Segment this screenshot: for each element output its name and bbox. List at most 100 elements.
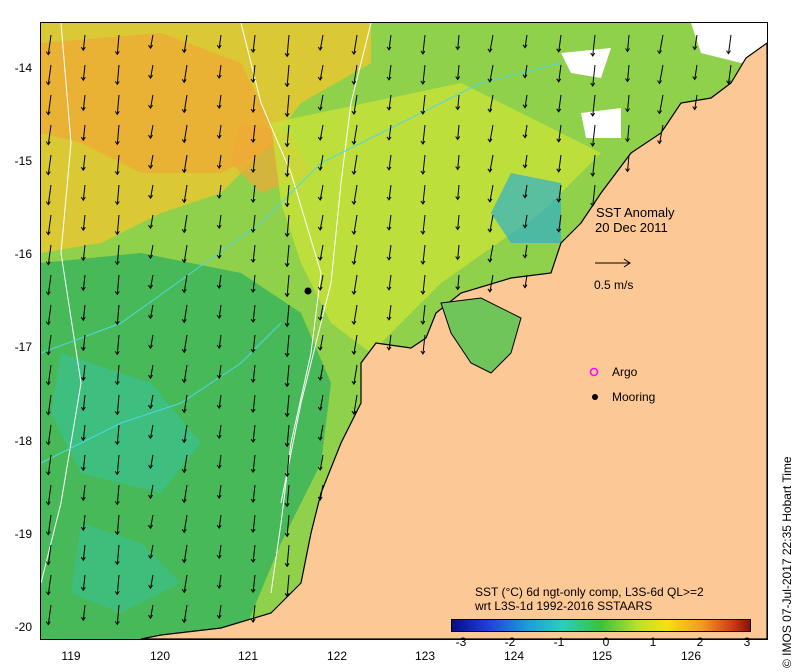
velocity-arrow xyxy=(353,124,358,145)
land-mass xyxy=(140,42,767,639)
velocity-arrowhead xyxy=(351,80,357,86)
velocity-arrowhead xyxy=(80,256,86,262)
velocity-arrowhead xyxy=(625,48,630,53)
bathymetry-contour xyxy=(41,23,82,584)
velocity-arrow xyxy=(218,154,222,169)
velocity-arrowhead xyxy=(148,614,153,620)
velocity-arrow xyxy=(252,304,256,323)
velocity-arrowhead xyxy=(181,439,187,444)
velocity-arrow xyxy=(558,34,562,52)
velocity-arrow xyxy=(150,484,154,499)
x-tick-label: 121 xyxy=(237,649,259,663)
velocity-arrow xyxy=(150,454,154,469)
velocity-arrowhead xyxy=(45,351,51,356)
velocity-arrowhead xyxy=(181,529,187,534)
y-tick-label: -14 xyxy=(14,61,32,75)
velocity-arrowhead xyxy=(487,258,493,263)
velocity-arrowhead xyxy=(250,138,256,144)
velocity-arrowhead xyxy=(250,78,256,84)
velocity-arrowhead xyxy=(590,52,596,57)
velocity-arrow xyxy=(319,304,324,321)
x-tick-label: 122 xyxy=(326,649,348,663)
velocity-arrowhead xyxy=(351,260,357,266)
velocity-arrowhead xyxy=(317,286,323,291)
velocity-arrow xyxy=(218,214,222,229)
velocity-arrowhead xyxy=(625,78,630,83)
velocity-arrowhead xyxy=(522,224,528,229)
velocity-arrowhead xyxy=(351,110,357,116)
velocity-arrow xyxy=(524,34,528,48)
velocity-arrow xyxy=(422,304,426,325)
velocity-arrowhead xyxy=(351,320,357,326)
velocity-arrow xyxy=(47,544,52,565)
velocity-arrow xyxy=(627,124,630,142)
velocity-arrowhead xyxy=(284,263,290,268)
velocity-arrowhead xyxy=(114,351,120,356)
velocity-arrow xyxy=(183,394,188,413)
velocity-arrowhead xyxy=(148,374,153,380)
velocity-arrow xyxy=(388,64,392,80)
velocity-arrow xyxy=(82,184,86,201)
velocity-arrow xyxy=(524,274,528,288)
velocity-arrowhead xyxy=(148,254,153,260)
velocity-arrow xyxy=(116,454,120,475)
velocity-arrowhead xyxy=(487,228,493,233)
sst-anomaly-map xyxy=(41,23,767,639)
velocity-arrowhead xyxy=(250,228,256,234)
velocity-arrow xyxy=(319,124,324,141)
velocity-arrowhead xyxy=(45,561,51,566)
velocity-arrowhead xyxy=(181,379,187,384)
velocity-arrowhead xyxy=(216,284,222,290)
velocity-arrow xyxy=(286,334,290,357)
velocity-arrowhead xyxy=(181,109,187,114)
velocity-arrowhead xyxy=(114,621,120,626)
velocity-arrowhead xyxy=(114,291,120,296)
colorbar xyxy=(451,619,751,632)
velocity-arrow xyxy=(150,124,154,139)
velocity-arrow xyxy=(82,514,86,531)
velocity-arrowhead xyxy=(181,589,187,594)
velocity-arrowhead xyxy=(45,471,51,476)
velocity-arrow xyxy=(252,514,256,533)
colorbar-tick: -3 xyxy=(455,635,467,649)
velocity-arrowhead xyxy=(590,112,596,117)
velocity-arrow xyxy=(183,334,188,353)
velocity-arrowhead xyxy=(148,284,153,290)
velocity-arrow xyxy=(47,424,52,445)
velocity-arrow xyxy=(183,184,188,203)
velocity-arrowhead xyxy=(80,196,86,202)
velocity-arrow xyxy=(286,154,290,177)
scale-arrow-icon xyxy=(595,258,631,268)
velocity-arrow xyxy=(353,184,358,205)
velocity-arrowhead xyxy=(692,106,698,111)
velocity-arrow xyxy=(47,304,52,325)
velocity-arrow xyxy=(694,94,698,110)
velocity-arrowhead xyxy=(420,230,426,235)
velocity-arrowhead xyxy=(487,48,493,53)
velocity-arrow xyxy=(286,364,290,387)
velocity-arrowhead xyxy=(181,499,187,504)
velocity-arrowhead xyxy=(250,108,256,114)
velocity-arrowhead xyxy=(45,321,51,326)
velocity-arrowhead xyxy=(455,256,461,261)
velocity-arrowhead xyxy=(386,166,392,171)
velocity-arrow xyxy=(82,124,86,141)
velocity-arrowhead xyxy=(284,413,290,418)
mooring-marker-icon xyxy=(592,394,598,400)
velocity-arrowhead xyxy=(351,380,357,386)
velocity-arrow xyxy=(319,214,324,231)
velocity-arrow xyxy=(353,154,358,175)
velocity-arrow xyxy=(82,94,86,111)
velocity-arrowhead xyxy=(80,406,86,412)
velocity-arrow xyxy=(82,274,86,291)
velocity-arrowhead xyxy=(317,166,323,171)
velocity-arrow xyxy=(116,64,120,85)
velocity-arrowhead xyxy=(317,496,323,501)
velocity-arrowhead xyxy=(45,171,51,176)
velocity-arrowhead xyxy=(590,142,596,147)
velocity-arrow xyxy=(388,34,392,50)
velocity-arrowhead xyxy=(590,172,596,177)
velocity-arrow xyxy=(116,514,120,535)
velocity-arrowhead xyxy=(250,48,256,54)
velocity-arrowhead xyxy=(181,469,187,474)
